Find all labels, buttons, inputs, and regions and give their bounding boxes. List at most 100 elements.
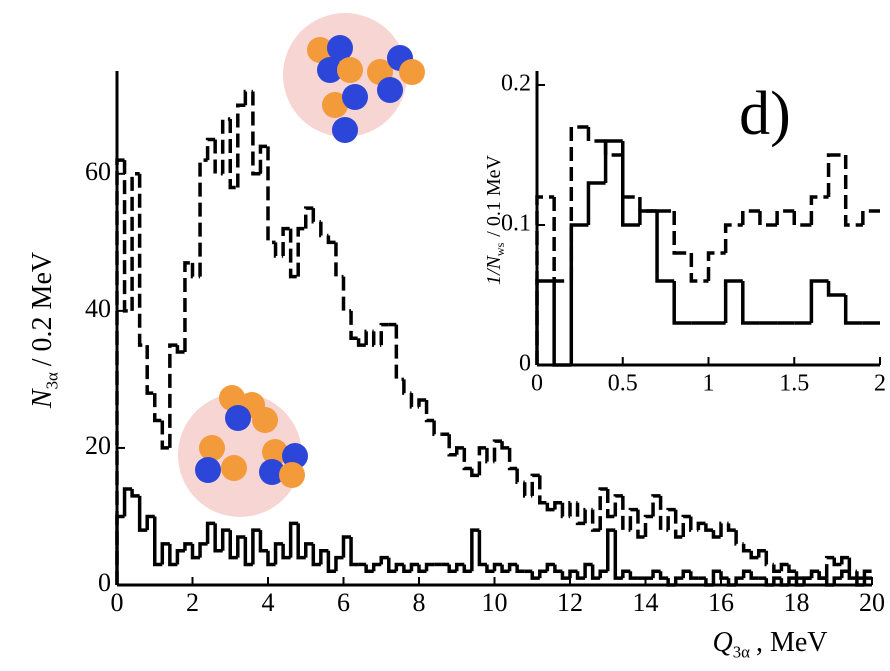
histogram-step bbox=[689, 571, 699, 580]
histogram-step bbox=[530, 571, 540, 580]
histogram-step bbox=[198, 158, 208, 277]
histogram-step bbox=[598, 487, 608, 531]
histogram-step bbox=[568, 501, 578, 517]
histogram-step bbox=[672, 281, 692, 325]
histogram-step bbox=[183, 542, 193, 551]
y-tick-label: 0 bbox=[98, 568, 111, 597]
x-tick-label: 6 bbox=[337, 588, 350, 617]
nucleus-illustration bbox=[178, 13, 425, 517]
histogram-step bbox=[432, 420, 442, 436]
histogram-step bbox=[658, 571, 669, 580]
histogram-step bbox=[575, 502, 586, 526]
histogram-step bbox=[356, 338, 367, 347]
histogram-step bbox=[787, 564, 797, 574]
histogram-step bbox=[492, 562, 503, 572]
histogram-step bbox=[764, 550, 774, 567]
histogram-step bbox=[251, 528, 261, 565]
histogram-step bbox=[696, 521, 706, 531]
histogram-step bbox=[160, 542, 170, 565]
histogram-step bbox=[847, 571, 857, 580]
x-tick-label: 2 bbox=[186, 588, 199, 617]
y-tick-label: 20 bbox=[85, 431, 111, 460]
histogram-step bbox=[583, 507, 593, 524]
histogram-step bbox=[606, 489, 616, 519]
histogram-step bbox=[817, 571, 827, 580]
histogram-step bbox=[861, 209, 880, 225]
histogram-step bbox=[723, 279, 743, 323]
histogram-step bbox=[772, 564, 782, 574]
histogram-step bbox=[296, 523, 306, 560]
histogram-step bbox=[251, 91, 261, 176]
histogram-step bbox=[507, 447, 518, 471]
histogram-step bbox=[560, 571, 570, 580]
histogram-step bbox=[741, 569, 752, 579]
histogram-step bbox=[266, 146, 276, 245]
histogram-step bbox=[364, 564, 374, 574]
histogram-step bbox=[545, 502, 555, 512]
x-tick-label: 16 bbox=[708, 588, 734, 617]
histogram-step bbox=[689, 516, 699, 532]
label-symbol: 1/N bbox=[483, 254, 505, 285]
histogram-step bbox=[757, 548, 767, 558]
histogram-step bbox=[621, 495, 631, 532]
histogram-step bbox=[569, 223, 589, 365]
histogram-step bbox=[130, 489, 140, 498]
neutron bbox=[332, 117, 358, 143]
histogram-step bbox=[205, 137, 216, 161]
histogram-step bbox=[575, 571, 586, 580]
histogram-step bbox=[387, 557, 397, 574]
histogram-step bbox=[734, 576, 744, 585]
histogram-step bbox=[681, 569, 691, 579]
x-tick-label: 1.5 bbox=[779, 371, 809, 397]
histogram-step bbox=[153, 516, 163, 567]
histogram-step bbox=[772, 576, 782, 585]
label-subscript: 3α bbox=[733, 642, 750, 661]
proton bbox=[262, 439, 288, 465]
x-tick-label: 4 bbox=[262, 588, 275, 617]
neutron bbox=[377, 77, 403, 103]
histogram-step bbox=[447, 434, 457, 457]
x-tick-label: 0 bbox=[111, 588, 124, 617]
histogram-step bbox=[371, 562, 382, 572]
histogram-step bbox=[190, 262, 201, 279]
histogram-step bbox=[779, 562, 789, 572]
histogram-step bbox=[311, 543, 321, 567]
histogram-step bbox=[606, 528, 616, 572]
histogram-step bbox=[862, 576, 872, 585]
histogram-step bbox=[409, 393, 419, 409]
y-tick-label: 60 bbox=[85, 157, 111, 186]
y-tick-label: 0 bbox=[519, 351, 531, 377]
histogram-step bbox=[643, 514, 654, 538]
histogram-step bbox=[470, 468, 480, 478]
proton bbox=[337, 57, 363, 83]
x-tick-label: 0 bbox=[531, 371, 543, 397]
histogram-step bbox=[568, 569, 578, 579]
histogram-step bbox=[672, 211, 692, 255]
histogram-step bbox=[500, 564, 510, 574]
histogram-step bbox=[319, 221, 329, 238]
histogram-step bbox=[843, 155, 863, 227]
histogram-step bbox=[530, 473, 540, 496]
histogram-step bbox=[658, 495, 669, 532]
histogram-step bbox=[379, 322, 389, 346]
histogram-step bbox=[621, 141, 640, 227]
histogram-step bbox=[145, 345, 155, 395]
histogram-step bbox=[719, 571, 729, 580]
histogram-step bbox=[726, 523, 737, 532]
x-tick-label: 14 bbox=[633, 588, 659, 617]
histogram-step bbox=[477, 530, 487, 567]
neutron bbox=[317, 57, 343, 83]
histogram-step bbox=[826, 281, 846, 297]
x-tick-label: 12 bbox=[557, 588, 583, 617]
histogram-step bbox=[319, 548, 329, 565]
histogram-step bbox=[787, 576, 797, 585]
histogram-step bbox=[832, 557, 842, 567]
x-tick-label: 10 bbox=[482, 588, 508, 617]
histogram-step bbox=[281, 543, 291, 560]
histogram-step bbox=[288, 228, 299, 279]
histogram-step bbox=[160, 420, 170, 450]
axis-label: 1/Nws / 0.1 MeV bbox=[483, 154, 507, 284]
histogram-step bbox=[775, 209, 795, 225]
histogram-step bbox=[809, 195, 829, 225]
